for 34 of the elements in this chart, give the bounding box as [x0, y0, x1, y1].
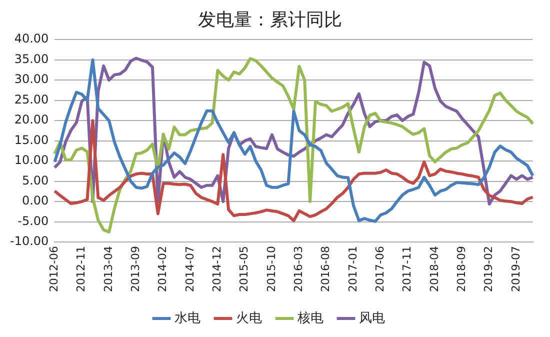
y-tick-label: -5.00 — [18, 214, 49, 228]
x-tick-label: 2014-02 — [156, 246, 170, 292]
x-tick-label: 2018-04 — [428, 246, 441, 292]
y-tick-label: 30.00 — [14, 72, 49, 86]
x-tick-label: 2015-05 — [238, 246, 251, 292]
x-tick-label: 2012-11 — [74, 246, 88, 292]
x-tick-label: 2015-10 — [264, 246, 278, 292]
x-tick-label: 2019-02 — [482, 246, 496, 292]
y-tick-label: -10.00 — [10, 234, 49, 248]
x-tick-label: 2016-08 — [319, 246, 332, 292]
y-tick-label: 40.00 — [14, 32, 49, 46]
legend-label: 火电 — [236, 310, 262, 326]
x-tick-label: 2012-06 — [48, 246, 61, 292]
y-tick-label: 25.00 — [14, 92, 49, 106]
chart-title: 发电量：累计同比 — [198, 9, 342, 30]
x-tick-label: 2013-09 — [129, 246, 142, 292]
x-tick-label: 2017-06 — [374, 246, 387, 292]
x-tick-label: 2017-01 — [346, 246, 360, 292]
x-tick-label: 2018-09 — [455, 246, 468, 292]
y-tick-label: 5.00 — [22, 173, 49, 188]
x-tick-label: 2016-03 — [292, 246, 306, 292]
y-tick-label: 20.00 — [14, 112, 49, 127]
legend-label: 水电 — [174, 310, 200, 326]
x-tick-label: 2014-12 — [210, 246, 224, 292]
legend-label: 风电 — [359, 310, 385, 326]
x-tick-label: 2013-04 — [102, 246, 115, 292]
y-tick-label: 15.00 — [14, 132, 49, 147]
y-tick-label: 10.00 — [14, 153, 49, 168]
x-tick-label: 2019-07 — [509, 246, 522, 292]
x-tick-label: 2014-07 — [183, 246, 196, 292]
y-tick-label: 0.00 — [22, 194, 49, 208]
y-tick-label: 35.00 — [14, 52, 49, 66]
x-tick-label: 2017-11 — [400, 246, 414, 292]
legend-label: 核电 — [296, 310, 324, 326]
